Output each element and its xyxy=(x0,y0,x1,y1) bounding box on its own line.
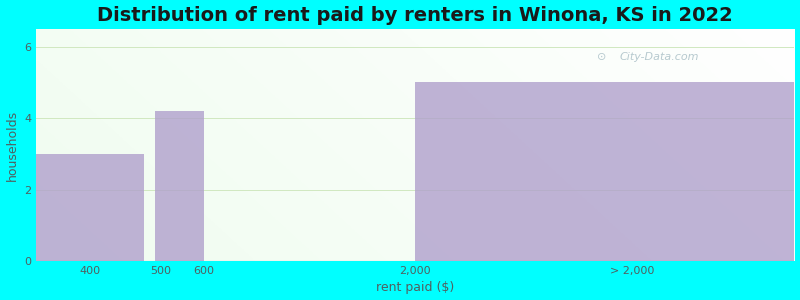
X-axis label: rent paid ($): rent paid ($) xyxy=(376,281,454,294)
Bar xyxy=(155,111,204,261)
Title: Distribution of rent paid by renters in Winona, KS in 2022: Distribution of rent paid by renters in … xyxy=(98,6,733,25)
Y-axis label: households: households xyxy=(6,110,18,181)
Text: ⊙: ⊙ xyxy=(598,52,606,62)
Bar xyxy=(36,154,145,261)
Text: City-Data.com: City-Data.com xyxy=(620,52,699,62)
Bar xyxy=(415,82,794,261)
